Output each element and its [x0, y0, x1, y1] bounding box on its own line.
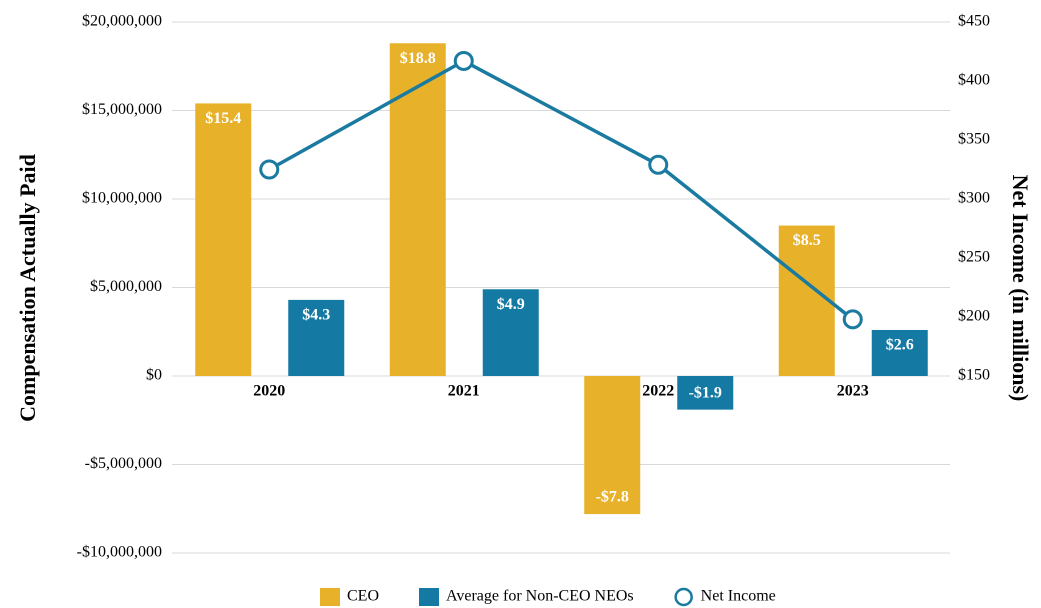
bar	[584, 376, 641, 515]
bar	[778, 225, 835, 376]
legend-label: Net Income	[701, 588, 776, 605]
line-point	[648, 154, 669, 175]
y2-tick-label: $400	[958, 72, 990, 89]
legend-marker	[674, 587, 693, 607]
line-point	[453, 50, 474, 71]
data-label: $4.3	[302, 307, 330, 324]
y-tick-label: -$10,000,000	[77, 544, 162, 561]
line-point	[259, 159, 280, 180]
data-label: $2.6	[886, 337, 914, 354]
y-tick-label: $10,000,000	[82, 190, 162, 207]
y2-tick-label: $450	[958, 13, 990, 30]
data-label: -$7.8	[596, 489, 629, 506]
bar	[871, 329, 928, 376]
y2-tick-label: $200	[958, 308, 990, 325]
legend-swatch	[320, 588, 340, 606]
y2-tick-label: $350	[958, 131, 990, 148]
y-tick-label: $20,000,000	[82, 13, 162, 30]
data-label: $4.9	[497, 296, 525, 313]
data-label: -$1.9	[689, 384, 722, 401]
bar	[288, 299, 345, 376]
y-tick-label: $0	[146, 367, 162, 384]
bar	[482, 289, 539, 376]
line	[268, 58, 854, 321]
y-tick-label: -$5,000,000	[85, 455, 162, 472]
data-label: $18.8	[400, 50, 436, 67]
y-tick-label: $15,000,000	[82, 101, 162, 118]
bar	[195, 103, 252, 377]
legend-label: Average for Non-CEO NEOs	[446, 588, 634, 605]
legend-label: CEO	[347, 588, 379, 605]
x-tick-label: 2020	[253, 383, 285, 400]
y2-tick-label: $250	[958, 249, 990, 266]
legend-swatch	[419, 588, 439, 606]
x-tick-label: 2023	[837, 383, 869, 400]
y2-tick-label: $300	[958, 190, 990, 207]
x-tick-label: 2021	[448, 383, 480, 400]
data-label: $8.5	[793, 232, 821, 249]
x-tick-label: 2022	[642, 383, 674, 400]
y-axis-title: Compensation Actually Paid	[15, 154, 40, 422]
data-label: $15.4	[205, 110, 241, 127]
line-point	[842, 309, 863, 330]
y2-tick-label: $150	[958, 367, 990, 384]
y2-axis-title: Net Income (in millions)	[1008, 175, 1033, 402]
bar	[677, 376, 734, 410]
y-tick-label: $5,000,000	[90, 278, 162, 295]
bar	[389, 43, 446, 377]
